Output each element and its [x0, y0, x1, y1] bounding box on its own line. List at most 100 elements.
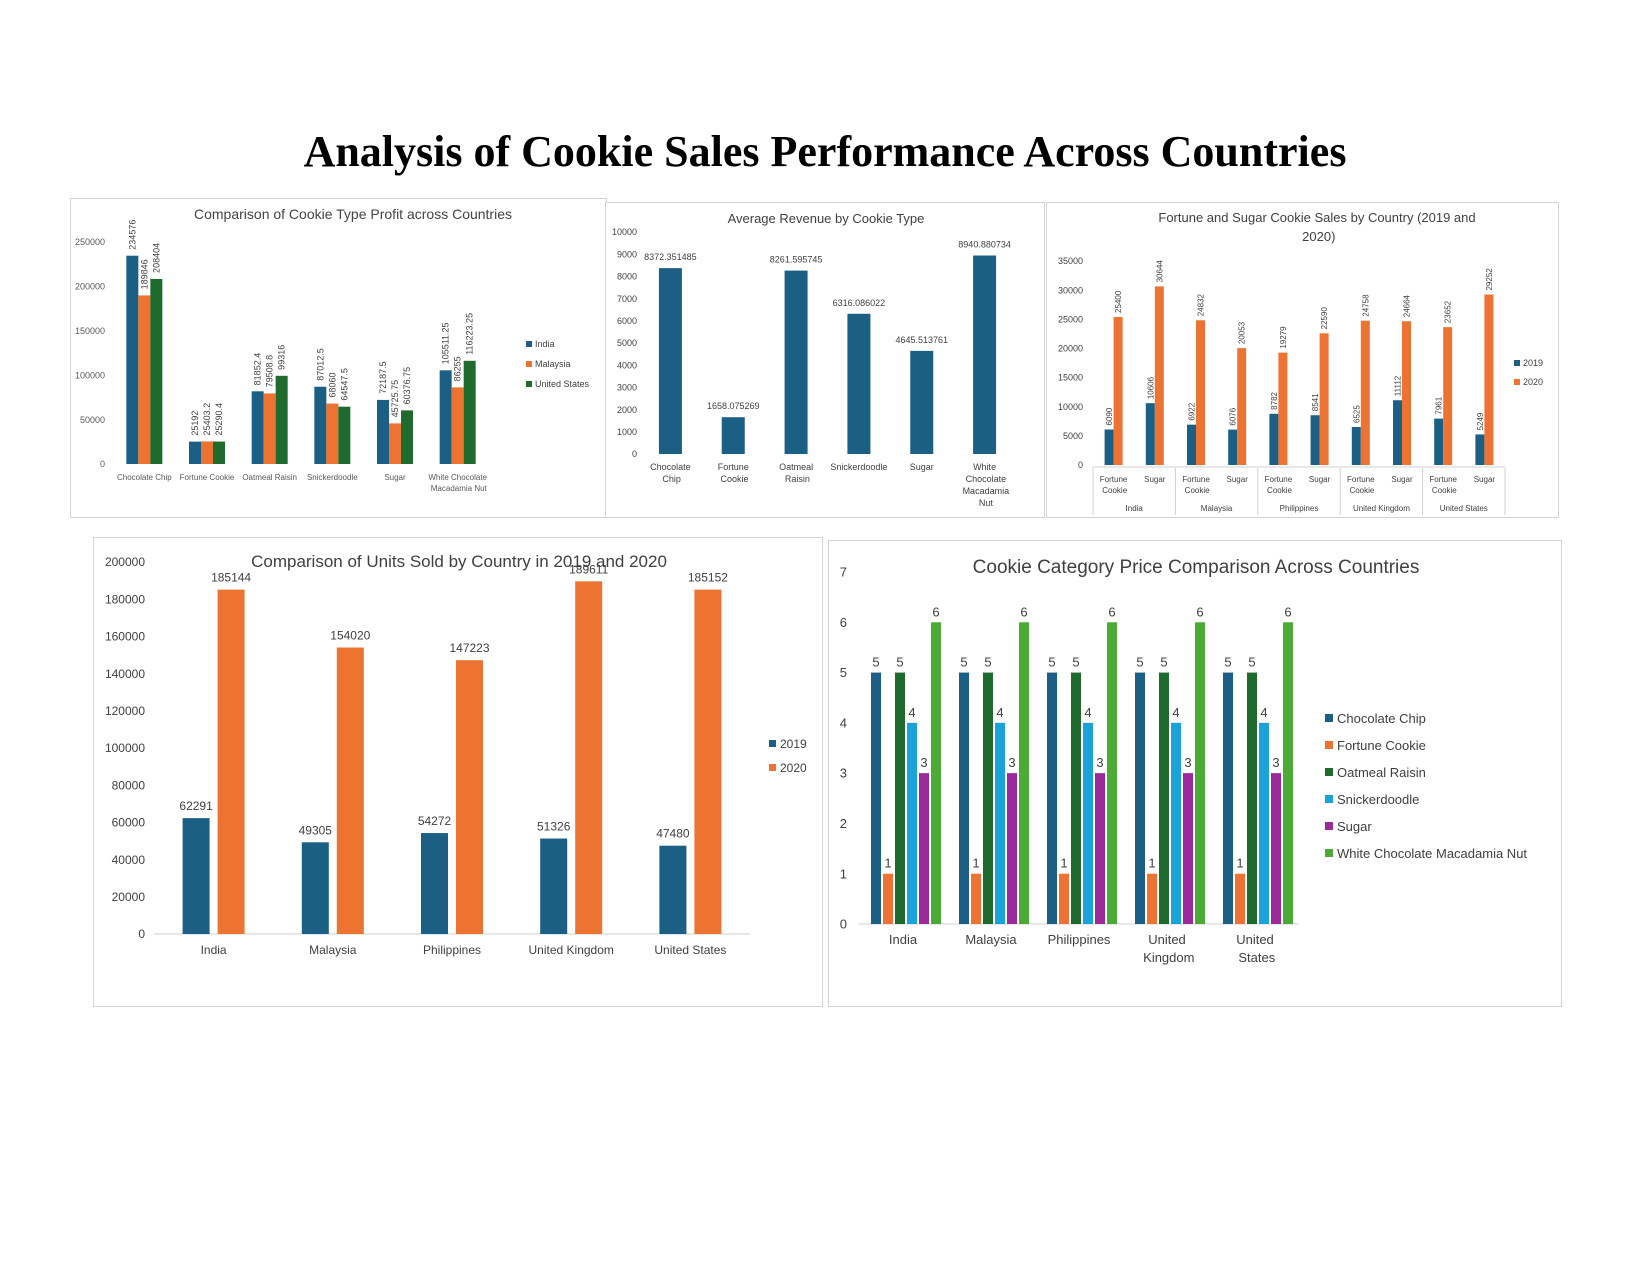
x-tick-label: Chocolate Chip [117, 473, 172, 482]
x-tick-label: United Kingdom [529, 943, 614, 957]
y-tick-label: 25000 [1058, 314, 1083, 324]
data-label: 5 [872, 655, 879, 670]
data-label: 5 [1136, 655, 1143, 670]
x-tick-label: Snickerdoodle [307, 473, 358, 482]
bar [189, 441, 201, 464]
group-label: Philippines [1280, 504, 1319, 513]
x-tick-label: Sugar [910, 462, 934, 472]
legend-label: India [535, 339, 555, 349]
y-tick-label: 0 [1078, 460, 1083, 470]
group-label: Malaysia [1201, 504, 1233, 513]
bar [1171, 722, 1181, 924]
data-label: 6 [1196, 604, 1203, 619]
y-tick-label: 2 [840, 816, 847, 831]
data-label: 189611 [569, 562, 608, 576]
data-label: 5 [1048, 655, 1055, 670]
bar [1283, 622, 1293, 924]
bar [275, 375, 288, 464]
data-label: 3 [1272, 755, 1279, 770]
data-label: 185152 [688, 571, 728, 585]
legend-label: 2019 [780, 737, 807, 751]
bar [1278, 352, 1288, 465]
bar [784, 270, 808, 454]
bar [1271, 773, 1281, 924]
bar [1135, 672, 1145, 924]
data-label: 7961 [1435, 396, 1444, 414]
chart-panel-price: Cookie Category Price Comparison Across … [828, 540, 1562, 1007]
y-tick-label: 6000 [617, 316, 637, 326]
data-label: 3 [1008, 755, 1015, 770]
bar [1107, 622, 1117, 924]
bar [971, 873, 981, 924]
bar [1235, 873, 1245, 924]
y-tick-label: 5000 [1063, 431, 1083, 441]
group-label: United Kingdom [1353, 504, 1410, 513]
legend-swatch [1514, 360, 1520, 366]
bar [1195, 622, 1205, 924]
y-tick-label: 2000 [617, 405, 637, 415]
bar [1083, 722, 1093, 924]
y-tick-label: 5 [840, 665, 847, 680]
data-label: 60376.75 [402, 367, 412, 405]
x-tick-label: White Chocolate Macadamia Nut [960, 462, 1009, 508]
bar [338, 406, 351, 464]
legend-swatch [526, 341, 532, 347]
y-tick-label: 40000 [112, 853, 146, 867]
data-label: 147223 [449, 641, 489, 655]
data-label: 234576 [127, 220, 137, 250]
bar [1196, 320, 1205, 465]
bar [1019, 622, 1029, 924]
bar [983, 672, 993, 924]
x-tick-label: Malaysia [309, 943, 357, 957]
bar [1007, 773, 1017, 924]
bar [377, 399, 389, 464]
bar [907, 722, 917, 924]
y-tick-label: 0 [100, 459, 105, 469]
legend-swatch [769, 740, 776, 747]
x-tick-label: India [889, 932, 918, 947]
data-label: 6 [1284, 604, 1291, 619]
avg-revenue-chart: Average Revenue by Cookie Type 0 1000 2000 3… [612, 211, 1011, 508]
bar [463, 360, 476, 464]
bar [1223, 672, 1233, 924]
legend-swatch [1325, 714, 1333, 722]
x-tick-label: Sugar [1144, 475, 1166, 484]
data-label: 87012.5 [315, 348, 325, 381]
x-tick-label: United States [654, 943, 726, 957]
x-tick-label: United States [1235, 932, 1276, 965]
bar [1351, 426, 1361, 465]
bar [575, 581, 603, 934]
data-label: 25400 [1114, 290, 1123, 313]
bar [1154, 286, 1164, 465]
data-label: 25290.4 [214, 403, 224, 436]
data-label: 4 [1172, 705, 1179, 720]
bar [150, 278, 163, 464]
price-chart: Cookie Category Price Comparison Across … [840, 557, 1528, 965]
bar [1145, 403, 1155, 465]
bar [1443, 327, 1453, 465]
x-tick-label: Malaysia [965, 932, 1017, 947]
y-tick-label: 200000 [105, 555, 145, 569]
data-label: 47480 [656, 827, 690, 841]
data-label: 5 [1248, 655, 1255, 670]
data-label: 1 [1060, 856, 1067, 871]
bar [138, 295, 151, 464]
bar [182, 818, 210, 934]
y-tick-label: 1000 [617, 427, 637, 437]
data-label: 5249 [1476, 412, 1485, 430]
data-label: 8541 [1311, 393, 1320, 411]
y-tick-label: 8000 [617, 272, 637, 282]
y-tick-label: 7000 [617, 294, 637, 304]
legend-swatch [526, 361, 532, 367]
legend-label: Oatmeal Raisin [1337, 765, 1426, 780]
data-label: 4 [908, 705, 915, 720]
bar [883, 873, 893, 924]
bar [1434, 418, 1444, 465]
y-tick-label: 200000 [75, 282, 105, 292]
data-label: 1 [1236, 856, 1243, 871]
data-label: 5 [1224, 655, 1231, 670]
bar [1360, 320, 1370, 465]
legend-label: Fortune Cookie [1337, 738, 1426, 753]
data-label: 185144 [211, 571, 251, 585]
legend-label: Snickerdoodle [1337, 792, 1419, 807]
